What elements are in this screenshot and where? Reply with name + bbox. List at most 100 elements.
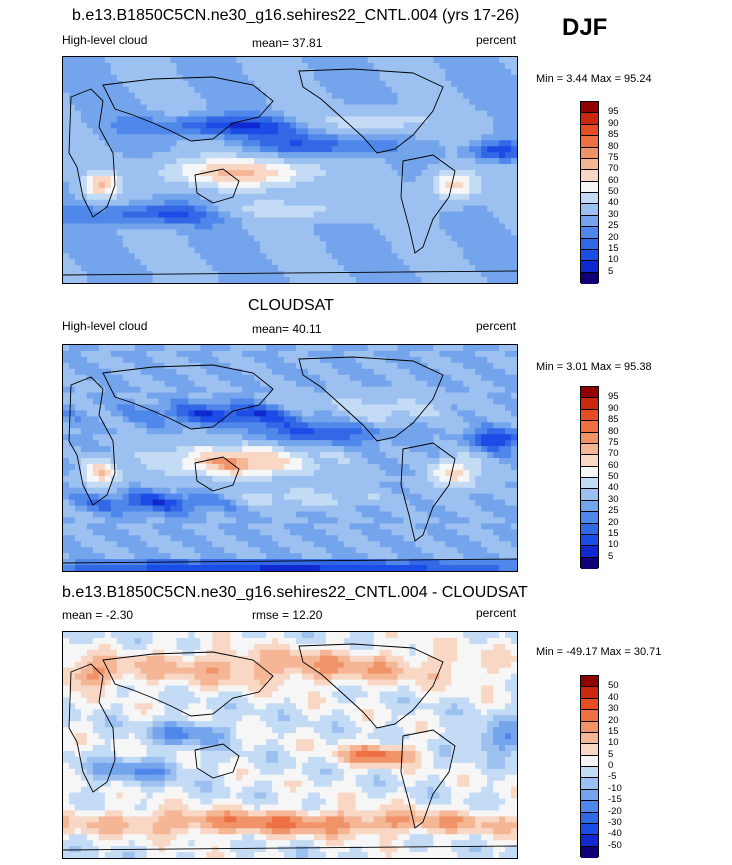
field-cell <box>200 374 207 382</box>
field-cell <box>487 398 494 406</box>
field-cell <box>409 410 417 417</box>
field-cell <box>134 440 142 447</box>
field-cell <box>122 475 130 483</box>
field-cell <box>307 223 315 231</box>
field-cell <box>391 374 399 382</box>
field-cell <box>409 398 417 406</box>
coastline <box>102 76 274 142</box>
field-cell <box>68 110 76 118</box>
field-cell <box>331 122 339 129</box>
field-cell <box>170 463 178 471</box>
field-cell <box>325 247 333 254</box>
field-cell <box>355 428 363 435</box>
field-cell <box>301 475 309 483</box>
field-cell <box>331 187 339 195</box>
field-cell <box>361 68 369 76</box>
field-cell <box>104 134 112 141</box>
field-cell <box>487 140 494 147</box>
field-cell <box>86 505 94 513</box>
field-cell <box>367 446 375 453</box>
field-cell <box>158 446 166 453</box>
field-cell <box>451 398 458 406</box>
field-cell <box>230 217 237 225</box>
field-cell <box>481 128 488 135</box>
field-cell <box>331 158 339 165</box>
field-cell <box>367 434 375 441</box>
field-cell <box>331 392 339 400</box>
field-cell <box>349 362 357 370</box>
field-cell <box>248 463 255 471</box>
field-cell <box>158 410 166 417</box>
field-cell <box>445 350 452 358</box>
field-cell <box>445 463 452 471</box>
field-cell <box>224 374 231 382</box>
field-cell <box>391 368 399 376</box>
field-cell <box>457 98 464 106</box>
field-cell <box>451 187 458 195</box>
field-cell <box>493 253 500 260</box>
field-cell <box>284 422 291 429</box>
field-cell <box>451 152 458 159</box>
field-cell <box>63 158 70 165</box>
field-cell <box>403 463 411 471</box>
field-cell <box>439 217 446 225</box>
field-cell <box>457 62 464 70</box>
field-cell <box>325 463 333 471</box>
field-cell <box>206 193 213 201</box>
field-cell <box>254 398 261 406</box>
field-cell <box>152 175 160 183</box>
field-cell <box>301 446 309 453</box>
field-cell <box>307 158 315 165</box>
field-cell <box>307 416 315 423</box>
field-cell <box>86 205 94 213</box>
field-cell <box>116 62 124 70</box>
field-cell <box>158 380 166 388</box>
field-cell <box>385 181 393 189</box>
field-cell <box>116 110 124 118</box>
field-cell <box>134 434 142 441</box>
field-cell <box>86 158 94 165</box>
field-cell <box>182 463 190 471</box>
field-cell <box>63 170 70 177</box>
field-cell <box>427 74 434 82</box>
field-cell <box>146 380 154 388</box>
field-cell <box>140 175 148 183</box>
field-cell <box>433 116 440 124</box>
field-cell <box>248 146 255 153</box>
field-cell <box>373 374 381 382</box>
field-cell <box>290 193 297 201</box>
field-cell <box>254 229 261 237</box>
colorbar-swatch <box>581 136 598 148</box>
field-cell <box>236 458 243 465</box>
field-cell <box>86 116 94 124</box>
field-cell <box>68 392 76 400</box>
field-cell <box>86 164 94 171</box>
field-cell <box>224 404 231 412</box>
field-cell <box>140 181 148 189</box>
field-cell <box>254 235 261 242</box>
field-cell <box>164 481 172 489</box>
field-cell <box>337 92 345 100</box>
field-cell <box>343 416 351 423</box>
field-cell <box>200 217 207 225</box>
field-cell <box>403 404 411 412</box>
field-cell <box>301 57 309 64</box>
field-cell <box>463 247 470 254</box>
field-cell <box>122 422 130 429</box>
field-cell <box>122 416 130 423</box>
field-cell <box>92 380 100 388</box>
field-cell <box>188 104 196 112</box>
field-cell <box>170 487 178 495</box>
field-cell <box>445 458 452 465</box>
field-cell <box>158 57 166 64</box>
field-cell <box>469 404 476 412</box>
field-cell <box>445 368 452 376</box>
field-cell <box>457 92 464 100</box>
field-cell <box>74 128 82 135</box>
field-cell <box>158 229 166 237</box>
field-cell <box>499 140 506 147</box>
field-cell <box>146 481 154 489</box>
field-cell <box>439 380 446 388</box>
field-cell <box>152 247 160 254</box>
field-cell <box>463 193 470 201</box>
